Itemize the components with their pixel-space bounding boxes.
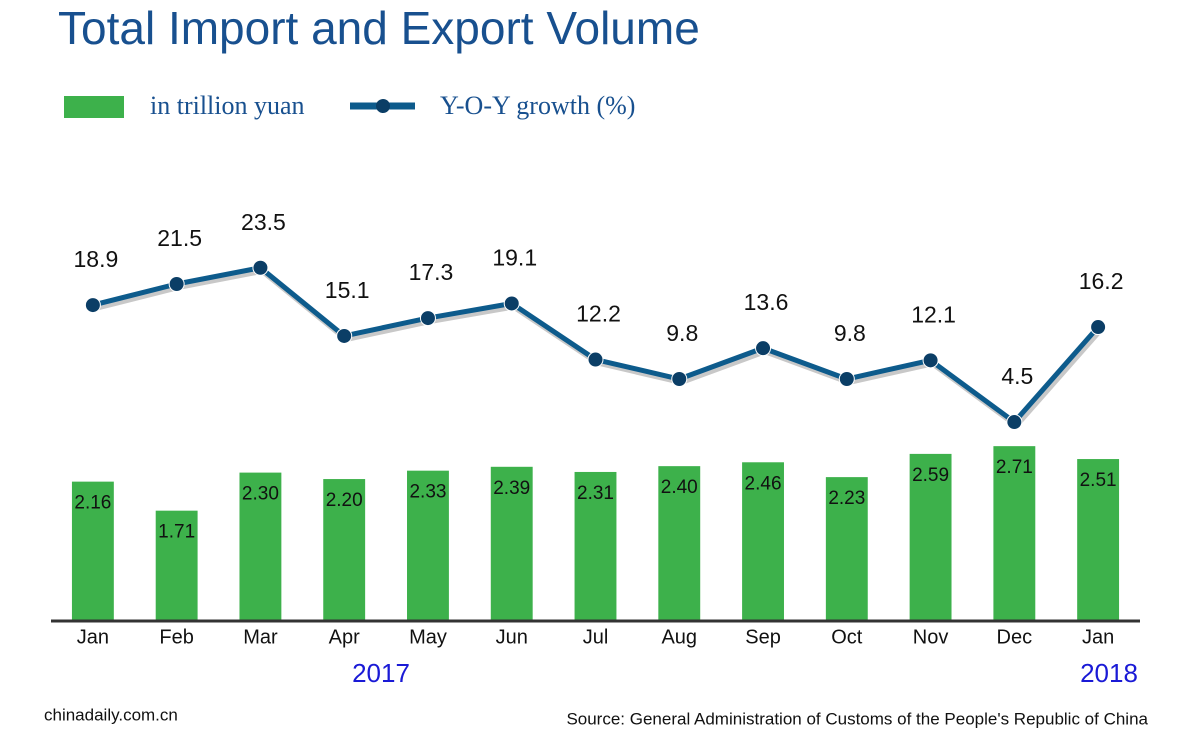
bar-value-label: 2.59	[912, 465, 949, 486]
x-tick-label: Feb	[159, 626, 193, 648]
bar	[71, 481, 114, 621]
bar-value-label: 2.30	[242, 484, 279, 505]
line-value-label: 13.6	[744, 289, 789, 315]
line-value-label: 21.5	[157, 225, 202, 251]
line-shadow	[94, 267, 1103, 430]
year-label: 2017	[352, 658, 410, 688]
bar	[909, 453, 952, 621]
line-marker	[1090, 319, 1107, 336]
line-value-label: 9.8	[666, 320, 698, 346]
line-marker	[671, 371, 688, 388]
source: Source: General Administration of Custom…	[566, 709, 1148, 728]
bar-value-label: 2.71	[996, 457, 1033, 478]
x-tick-label: Aug	[661, 626, 697, 648]
bar	[407, 470, 449, 621]
bar	[490, 466, 533, 621]
x-tick-label: Jan	[1082, 626, 1114, 648]
line-value-label: 9.8	[834, 320, 866, 346]
line-value-label: 4.5	[1001, 363, 1033, 389]
line-marker	[168, 275, 185, 292]
line-value-label: 19.1	[492, 245, 537, 271]
line	[92, 265, 1100, 425]
line-marker	[336, 327, 353, 344]
x-tick-label: May	[409, 626, 447, 648]
bar-value-label: 2.16	[74, 493, 111, 514]
line-value-label: 23.5	[241, 209, 286, 235]
bar	[155, 510, 198, 621]
bar	[993, 446, 1036, 621]
x-tick-label: Jun	[496, 626, 528, 648]
legend-label: in trillion yuan	[150, 91, 305, 120]
bar	[825, 477, 868, 621]
legend-swatch-marker	[376, 99, 390, 113]
line-marker	[838, 371, 855, 388]
bar-value-label: 2.33	[409, 482, 446, 503]
line-marker	[419, 310, 436, 327]
line-marker	[1006, 414, 1023, 431]
bar-value-label: 1.71	[158, 522, 195, 543]
bar	[239, 472, 282, 621]
bar	[658, 466, 701, 621]
bar-value-label: 2.31	[577, 483, 614, 504]
bar-value-label: 2.46	[745, 473, 782, 494]
x-tick-label: Mar	[243, 626, 278, 648]
line-marker	[252, 259, 269, 276]
bar	[574, 471, 617, 621]
chart-title: Total Import and Export Volume	[58, 2, 700, 54]
x-tick-label: Jan	[77, 626, 109, 648]
line-value-label: 15.1	[325, 277, 370, 303]
line-marker	[587, 351, 604, 368]
line-marker	[84, 297, 101, 314]
legend-label: Y-O-Y growth (%)	[440, 91, 635, 120]
bar-value-label: 2.20	[326, 490, 363, 511]
bar	[323, 479, 366, 621]
line-value-label: 18.9	[74, 246, 119, 272]
line-value-label: 16.2	[1079, 268, 1124, 294]
line-value-label: 12.1	[911, 301, 956, 327]
x-tick-label: Sep	[745, 626, 781, 648]
legend-swatch-bar	[64, 96, 124, 118]
bar-value-label: 2.39	[493, 478, 530, 499]
x-tick-label: Apr	[329, 626, 360, 648]
line-marker	[922, 352, 939, 369]
credit: chinadaily.com.cn	[44, 705, 178, 724]
bar	[1077, 459, 1120, 621]
bar-value-label: 2.40	[661, 477, 698, 498]
line-value-label: 17.3	[409, 259, 454, 285]
bar-value-label: 2.23	[828, 488, 865, 509]
year-label: 2018	[1080, 658, 1138, 688]
bar-value-label: 2.51	[1080, 470, 1117, 491]
x-tick-label: Dec	[997, 626, 1033, 648]
x-tick-label: Oct	[831, 626, 863, 648]
line-value-label: 12.2	[576, 301, 621, 327]
x-tick-label: Jul	[583, 626, 609, 648]
x-tick-label: Nov	[913, 626, 949, 648]
bar	[742, 462, 784, 621]
line-marker	[503, 295, 520, 312]
line-marker	[755, 340, 772, 357]
